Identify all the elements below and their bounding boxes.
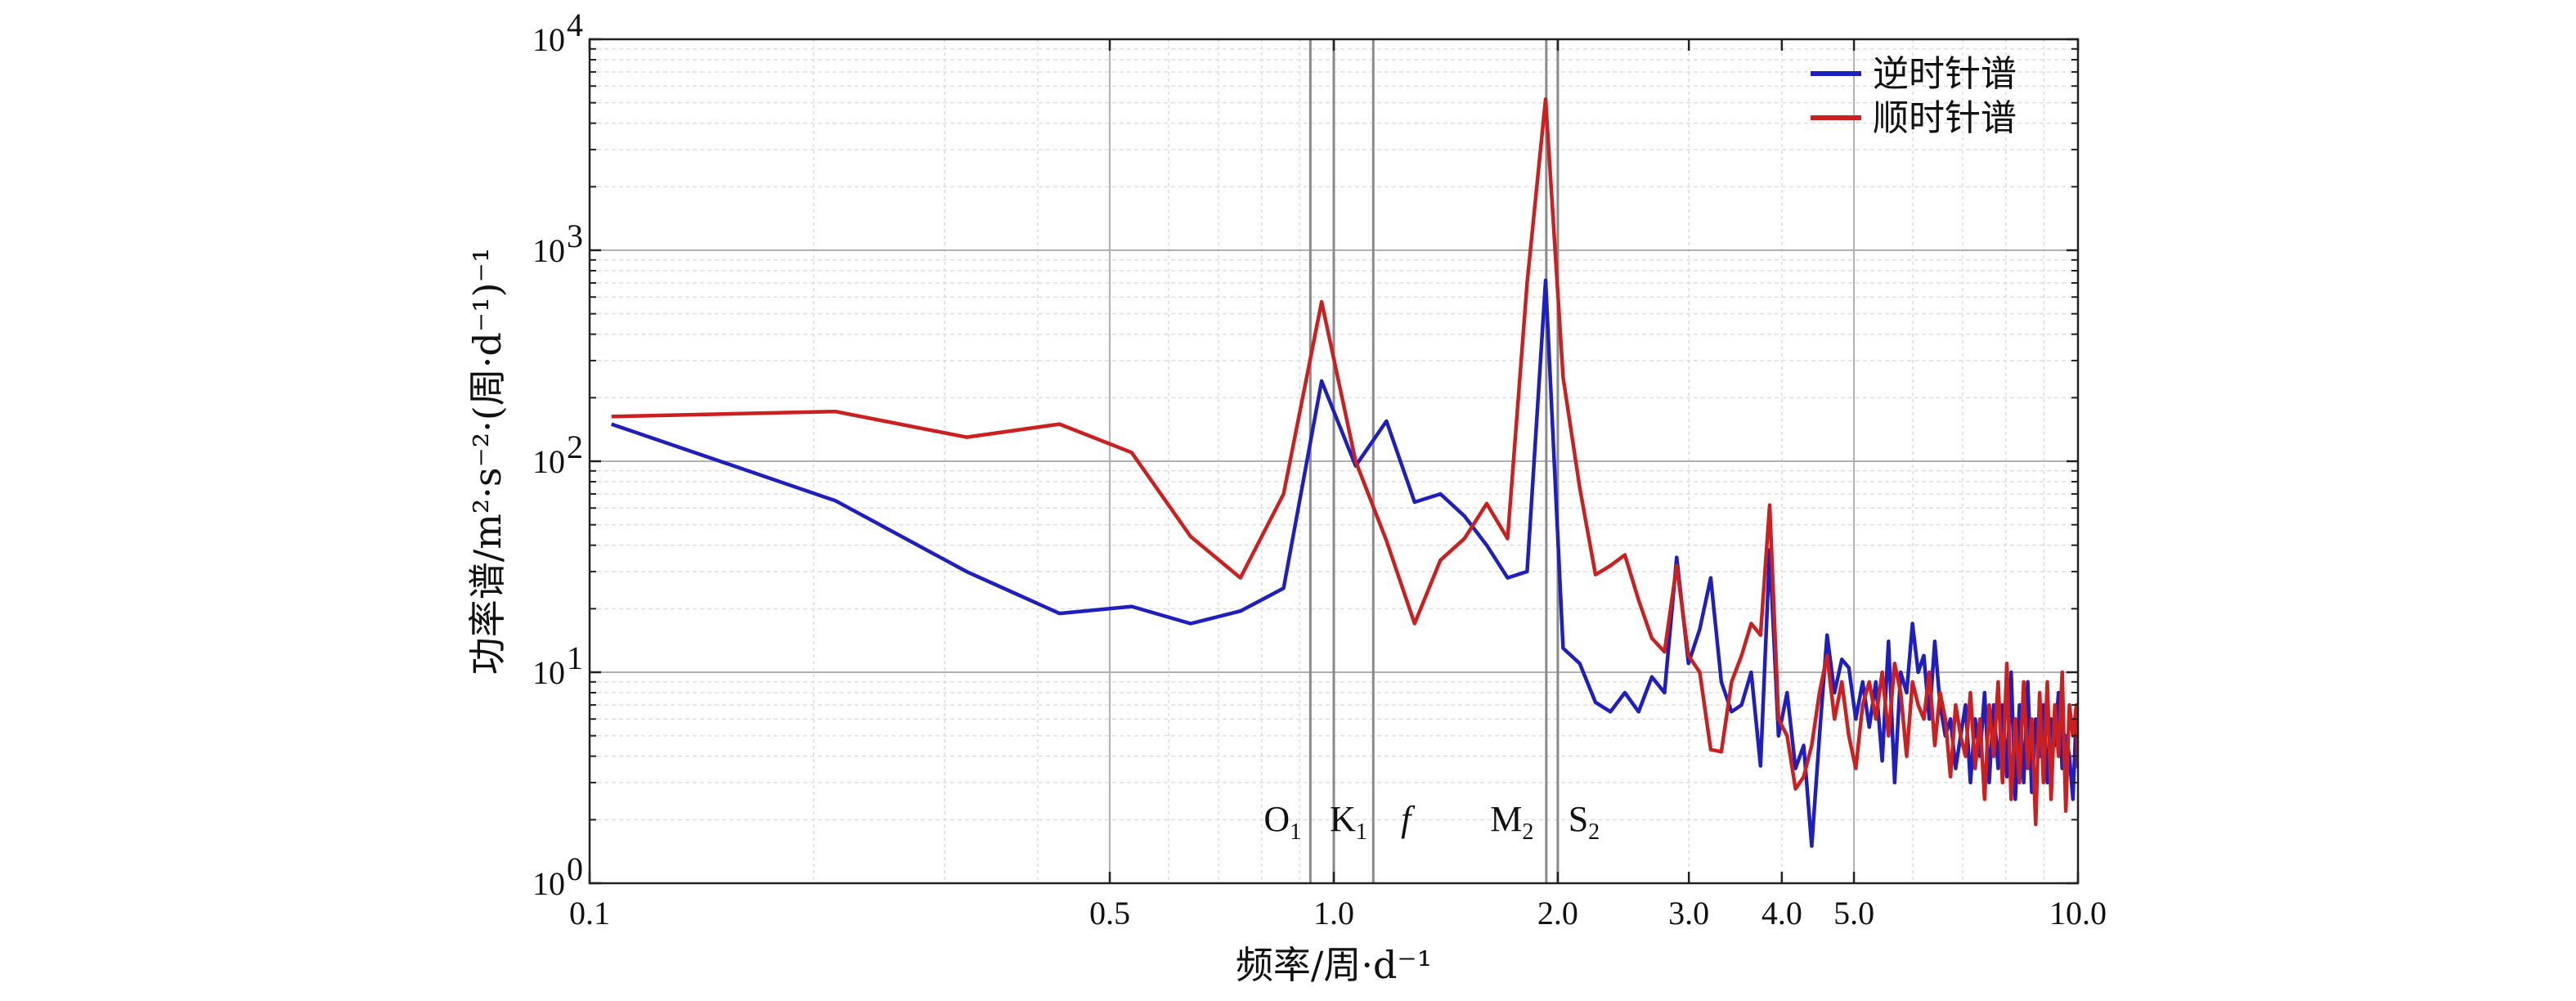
y-tick-base: 10 xyxy=(532,232,565,269)
x-tick-label: 5.0 xyxy=(1833,895,1874,931)
x-tick-label: 4.0 xyxy=(1761,895,1802,931)
y-tick-base: 10 xyxy=(532,21,565,58)
reference-label: M2 xyxy=(1490,799,1533,845)
legend-label-cw: 顺时针谱 xyxy=(1873,97,2017,139)
y-tick-base: 10 xyxy=(532,865,565,902)
x-tick-label: 3.0 xyxy=(1668,895,1709,931)
x-tick-label: 0.5 xyxy=(1089,895,1130,931)
reference-label-subscript: 2 xyxy=(1588,819,1600,845)
y-tick-base: 10 xyxy=(532,654,565,691)
x-tick-label: 1.0 xyxy=(1313,895,1354,931)
legend-label-ccw: 逆时针谱 xyxy=(1873,53,2017,95)
y-tick-label: 10 0 xyxy=(532,851,583,902)
x-tick-label: 10.0 xyxy=(2049,895,2107,931)
series-line-cw xyxy=(611,97,2078,827)
y-tick-exponent: 4 xyxy=(567,7,583,43)
reference-lines xyxy=(1308,39,1560,883)
series-lines xyxy=(610,97,2078,848)
legend: 逆时针谱 顺时针谱 xyxy=(1811,53,2017,139)
x-axis-label: 频率/周·d⁻¹ xyxy=(1236,943,1432,987)
y-tick-label: 10 1 xyxy=(532,640,583,691)
reference-label-subscript: 1 xyxy=(1290,819,1301,845)
y-axis-label: 功率谱/m²·s⁻²·(周·d⁻¹)⁻¹ xyxy=(465,248,509,676)
y-tick-base: 10 xyxy=(532,443,565,480)
y-tick-label: 10 3 xyxy=(532,218,583,269)
y-tick-exponent: 2 xyxy=(567,429,583,465)
reference-label-subscript: 2 xyxy=(1522,819,1533,845)
y-tick-label: 10 4 xyxy=(532,7,583,58)
reference-label-subscript: 1 xyxy=(1356,819,1367,845)
y-tick-label: 10 2 xyxy=(532,429,583,480)
x-tick-label: 0.1 xyxy=(569,895,610,931)
x-tick-label: 2.0 xyxy=(1537,895,1578,931)
y-tick-exponent: 0 xyxy=(567,851,583,887)
y-tick-exponent: 3 xyxy=(567,218,583,254)
y-tick-exponent: 1 xyxy=(567,640,583,676)
reference-label: K1 xyxy=(1330,799,1367,845)
